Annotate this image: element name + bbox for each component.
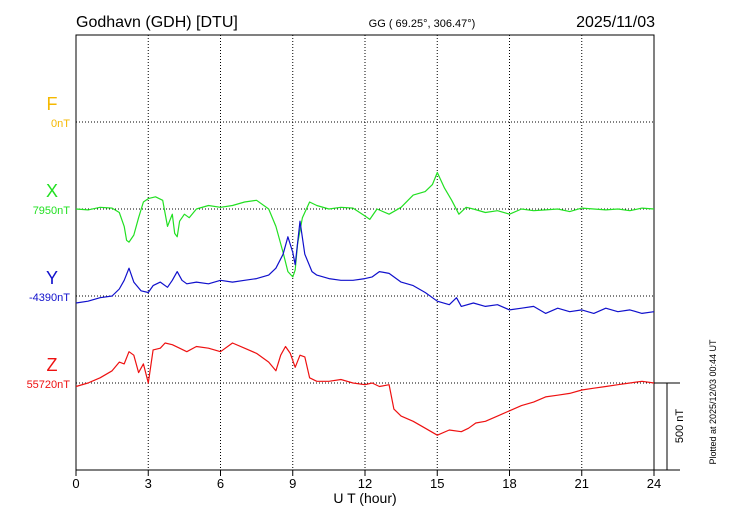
- grid-lines: [76, 35, 654, 470]
- x-tick-label: 15: [430, 476, 444, 491]
- series-baseline-Y: -4390nT: [29, 292, 70, 304]
- station-title: Godhavn (GDH) [DTU]: [76, 14, 238, 31]
- series-name-Z: Z: [47, 355, 58, 375]
- x-tick-label: 6: [217, 476, 224, 491]
- series-name-Y: Y: [46, 268, 58, 288]
- series-line-X: [75, 171, 655, 278]
- station-coords: GG ( 69.25°, 306.47°): [369, 18, 476, 30]
- series-baseline-F: 0nT: [51, 118, 70, 130]
- x-tick-label: 12: [358, 476, 372, 491]
- x-tick-label: 3: [145, 476, 152, 491]
- series-line-Y: [75, 220, 655, 314]
- x-tick-label: 9: [289, 476, 296, 491]
- x-tick-label: 21: [575, 476, 589, 491]
- x-tick-label: 18: [502, 476, 516, 491]
- plotted-timestamp: Plotted at 2025/12/03 00:44 UT: [708, 339, 718, 465]
- series-traces: [75, 171, 655, 436]
- x-tick-label: 24: [647, 476, 661, 491]
- scale-bar-label: 500 nT: [674, 409, 686, 444]
- scale-bar: 500 nT: [654, 382, 686, 471]
- series-baseline-X: 7950nT: [33, 205, 71, 217]
- series-name-X: X: [46, 181, 58, 201]
- x-tick-label: 0: [72, 476, 79, 491]
- series-labels: F 0nT X 7950nT Y -4390nT Z 55720nT: [27, 94, 71, 391]
- x-axis-label: U T (hour): [333, 490, 396, 506]
- series-baseline-Z: 55720nT: [27, 379, 71, 391]
- series-name-F: F: [47, 94, 58, 114]
- x-ticks: 0 3 6 9 12 15 18 21 24: [72, 470, 661, 491]
- plot-date: 2025/11/03: [576, 14, 655, 31]
- series-line-Z: [75, 342, 655, 436]
